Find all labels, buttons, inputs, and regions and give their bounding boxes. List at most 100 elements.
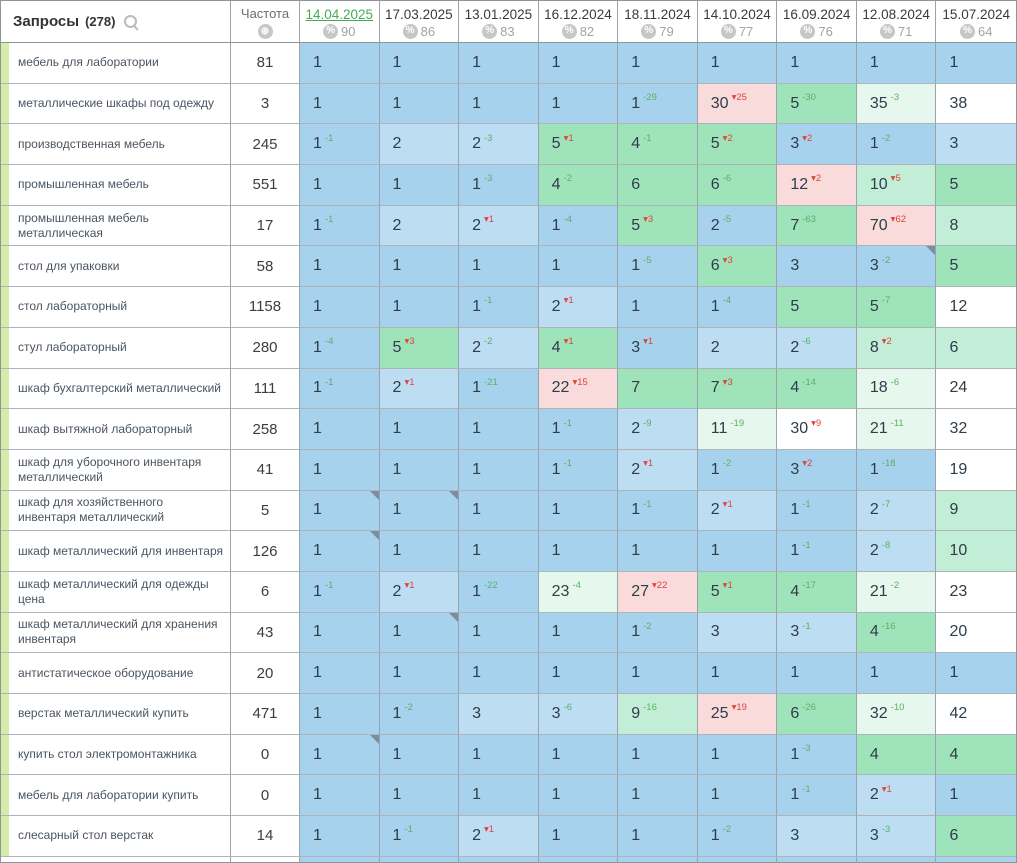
position-cell[interactable]: 1 (936, 775, 1016, 817)
position-cell[interactable]: 3 -3 (856, 816, 937, 857)
position-cell[interactable]: 1 (618, 653, 698, 694)
position-cell[interactable]: 1 (300, 816, 380, 857)
position-cell[interactable]: 1 (459, 83, 539, 125)
position-cell[interactable]: 21 -11 (856, 409, 937, 450)
position-cell[interactable]: 2 ▾1 (379, 571, 460, 613)
position-cell[interactable]: 5 ▾3 (618, 205, 698, 247)
position-cell[interactable]: 2 (697, 327, 778, 369)
position-cell[interactable]: 2 -6 (777, 327, 857, 369)
position-cell[interactable]: 1 (538, 612, 619, 654)
position-cell[interactable]: 35 -3 (856, 83, 937, 125)
position-cell[interactable]: 6 -6 (697, 165, 778, 206)
position-cell[interactable]: 1 (379, 409, 460, 450)
position-cell[interactable]: 1 (697, 734, 778, 776)
position-cell[interactable]: 10 (936, 531, 1016, 572)
position-cell[interactable]: 1 (379, 287, 460, 328)
position-cell[interactable]: 1 -1 (538, 449, 619, 491)
keyword-cell[interactable]: верстак металлический купить (1, 694, 231, 735)
position-cell[interactable]: 1 (379, 531, 460, 572)
position-cell[interactable]: 1 (379, 165, 460, 206)
position-cell[interactable]: 1 -18 (856, 449, 937, 491)
position-cell[interactable]: 1 (379, 653, 460, 694)
position-cell[interactable]: 1 -2 (697, 449, 778, 491)
position-cell[interactable]: 1 -22 (459, 571, 539, 613)
position-cell[interactable]: 1 -3 (777, 734, 857, 776)
position-cell[interactable]: 2 -5 (697, 205, 778, 247)
keyword-cell[interactable]: купить стол электромонтажника (1, 734, 231, 776)
position-cell[interactable]: 1 (538, 653, 619, 694)
keyword-cell[interactable]: стол для упаковки (1, 246, 231, 288)
position-cell[interactable]: 23 -4 (538, 571, 619, 613)
position-cell[interactable]: 3 ▾1 (618, 327, 698, 369)
position-cell[interactable]: 2 ▾1 (856, 775, 937, 817)
position-cell[interactable]: 4 -16 (856, 612, 937, 654)
position-cell[interactable]: 1 (459, 775, 539, 817)
keyword-cell[interactable]: слесарный стол верстак (1, 816, 231, 857)
position-cell[interactable]: 1 (459, 43, 539, 84)
position-cell[interactable]: 1 (538, 83, 619, 125)
position-cell[interactable]: 1 (618, 531, 698, 572)
position-cell[interactable]: 9 -16 (618, 694, 698, 735)
position-cell[interactable]: 3 ▾2 (777, 449, 857, 491)
position-cell[interactable]: 1 -4 (538, 205, 619, 247)
position-cell[interactable]: 5 (936, 165, 1016, 206)
position-cell[interactable]: 1 (697, 531, 778, 572)
keyword-cell[interactable]: шкаф металлический для инвентаря (1, 531, 231, 572)
position-cell[interactable]: 1 (538, 43, 619, 84)
position-cell[interactable]: 5 ▾2 (697, 124, 778, 166)
position-cell[interactable]: 6 -26 (777, 694, 857, 735)
position-cell[interactable]: 38 (936, 83, 1016, 125)
position-cell[interactable]: 30 ▾9 (777, 409, 857, 450)
position-cell[interactable]: 12 (936, 287, 1016, 328)
position-cell[interactable]: 1 -1 (618, 490, 698, 532)
position-cell[interactable]: 2 (379, 205, 460, 247)
position-cell[interactable]: 22 ▾15 (538, 368, 619, 410)
position-cell[interactable]: 1 (300, 490, 380, 532)
position-cell[interactable]: 1 -29 (618, 83, 698, 125)
position-cell[interactable]: 3 (777, 246, 857, 288)
position-cell[interactable]: 1 -1 (379, 816, 460, 857)
position-cell[interactable]: 32 -10 (856, 694, 937, 735)
position-cell[interactable]: 1 (697, 43, 778, 84)
position-cell[interactable]: 3 (697, 612, 778, 654)
date-link[interactable]: 13.01.2025 (464, 6, 533, 22)
position-cell[interactable]: 1 (618, 775, 698, 817)
position-cell[interactable]: 1 -2 (697, 816, 778, 857)
position-cell[interactable]: 1 (936, 653, 1016, 694)
position-cell[interactable]: 1 -1 (777, 775, 857, 817)
position-cell[interactable]: 7 (618, 368, 698, 410)
keyword-cell[interactable]: шкаф металлический для одежды цена (1, 571, 231, 613)
position-cell[interactable]: 6 (618, 165, 698, 206)
position-cell[interactable]: 1 (618, 287, 698, 328)
position-cell[interactable]: 1 (777, 653, 857, 694)
position-cell[interactable]: 1 -1 (300, 124, 380, 166)
position-cell[interactable]: 1 -1 (777, 531, 857, 572)
position-cell[interactable]: 3 -2 (856, 246, 937, 288)
keyword-cell[interactable]: стул лабораторный (1, 327, 231, 369)
position-cell[interactable]: 27 ▾22 (618, 571, 698, 613)
position-cell[interactable]: 5 -7 (856, 287, 937, 328)
position-cell[interactable]: 2 ▾1 (379, 368, 460, 410)
position-cell[interactable]: 42 (936, 694, 1016, 735)
position-cell[interactable]: 1 (379, 43, 460, 84)
position-cell[interactable]: 2 -7 (856, 490, 937, 532)
position-cell[interactable]: 20 (936, 612, 1016, 654)
position-cell[interactable]: 1 (459, 490, 539, 532)
position-cell[interactable]: 1 -3 (459, 165, 539, 206)
search-icon[interactable] (124, 15, 138, 28)
position-cell[interactable]: 2 -9 (618, 409, 698, 450)
position-cell[interactable]: 1 -1 (777, 490, 857, 532)
position-cell[interactable]: 1 (379, 449, 460, 491)
position-cell[interactable]: 2 -2 (459, 327, 539, 369)
date-link[interactable]: 16.12.2024 (544, 6, 612, 22)
position-cell[interactable]: 4 -14 (777, 368, 857, 410)
position-cell[interactable]: 1 (300, 409, 380, 450)
position-cell[interactable]: 1 (459, 246, 539, 288)
position-cell[interactable]: 1 -2 (856, 124, 937, 166)
position-cell[interactable]: 5 -30 (777, 83, 857, 125)
date-link[interactable]: 17.03.2025 (385, 6, 453, 22)
position-cell[interactable]: 1 (379, 246, 460, 288)
position-cell[interactable]: 1 (777, 43, 857, 84)
position-cell[interactable]: 25 ▾19 (697, 694, 778, 735)
position-cell[interactable]: 23 (936, 571, 1016, 613)
